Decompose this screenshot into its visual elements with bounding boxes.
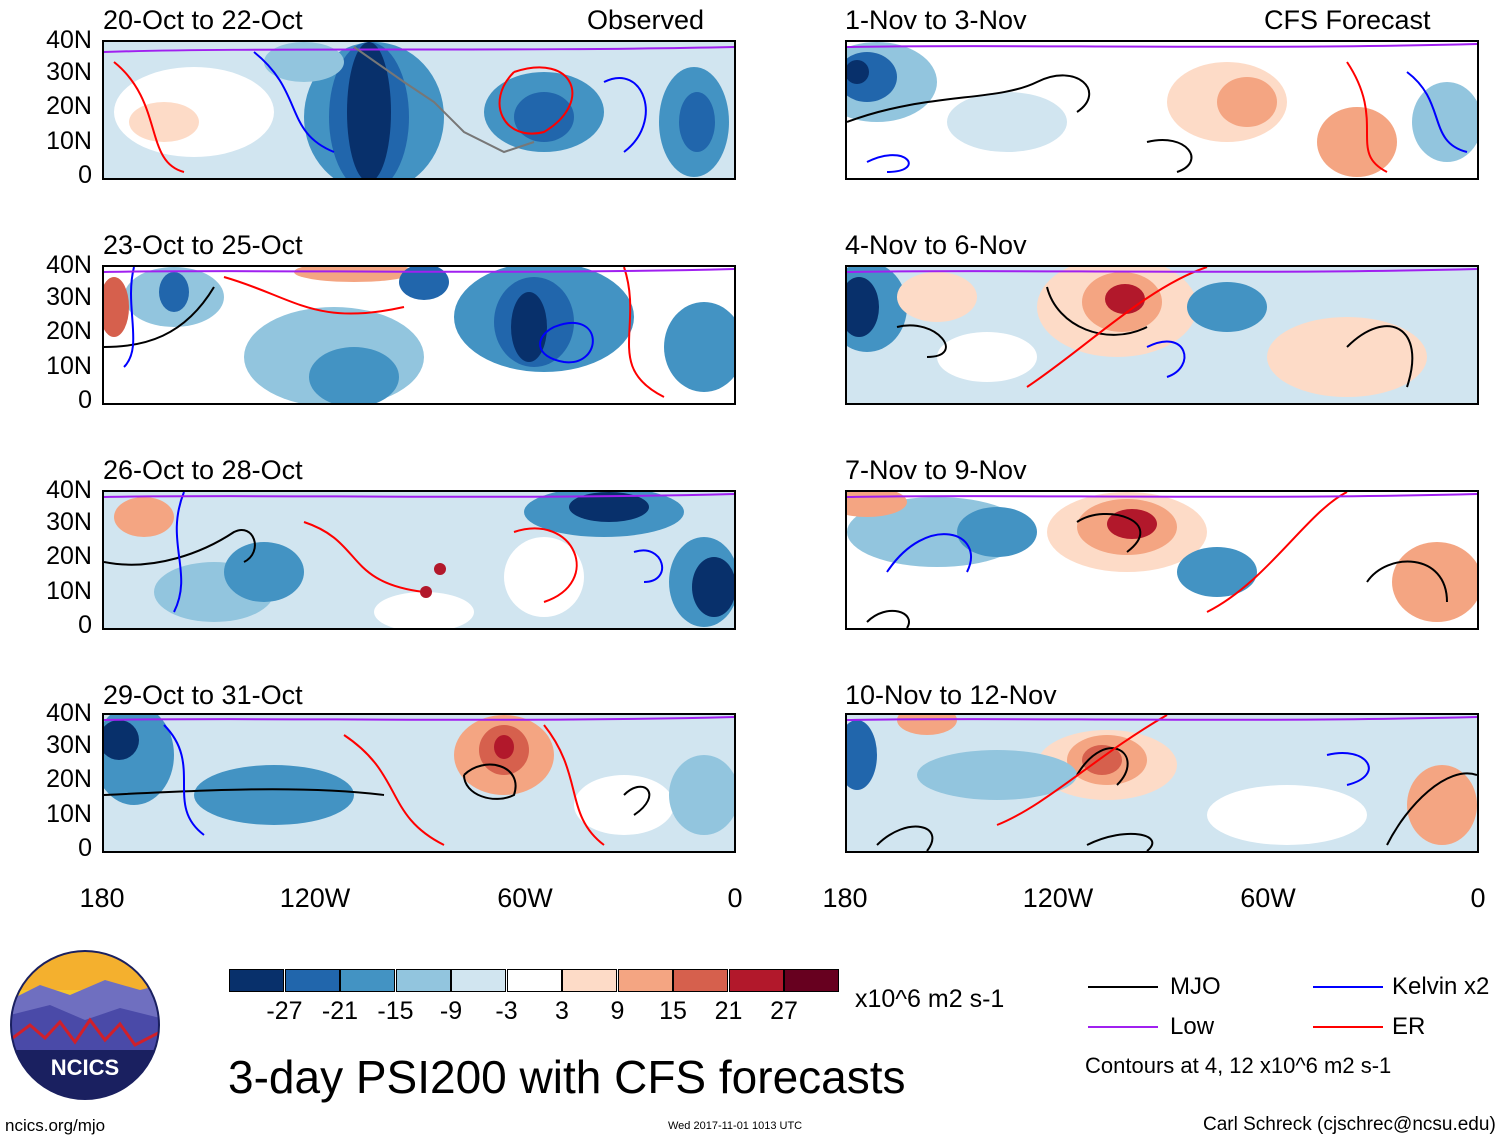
colorbar-tick-label: 15 [659,997,687,1025]
colorbar-swatch [562,969,617,992]
colorbar-swatch [506,969,562,992]
lat-label: 10N [46,352,92,380]
legend-line-er [1313,1026,1383,1028]
colorbar-swatch [451,969,506,992]
legend-label-kelvin: Kelvin x2 [1392,973,1490,1000]
legend-label-low: Low [1170,1013,1215,1040]
lon-label-right-0: 0 [1470,883,1486,913]
map-panel-obs-2 [102,265,736,405]
panel-title-fcst-3: 7-Nov to 9-Nov [845,455,1027,485]
lat-label: 10N [46,127,92,155]
storm-marker [420,586,432,598]
map-panel-fcst-2 [845,265,1479,405]
observed-header: Observed [587,5,705,35]
colorbar-units: x10^6 m2 s-1 [855,985,1005,1013]
map-panel-fcst-4 [845,713,1479,853]
colorbar-tick-label: -27 [266,997,303,1025]
figure-title: 3-day PSI200 with CFS forecasts [228,1051,906,1103]
lon-label-left-120w: 120W [279,883,351,913]
lat-label: 20N [46,542,92,570]
colorbar-swatch [229,969,284,992]
lon-label-right-180: 180 [822,883,868,913]
storm-marker [434,563,446,575]
lat-label: 20N [46,92,92,120]
footer-url[interactable]: ncics.org/mjo [5,1116,106,1135]
colorbar-tick-label: 27 [770,997,798,1025]
lat-label: 20N [46,317,92,345]
forecast-header: CFS Forecast [1264,5,1431,35]
panel-title-fcst-1: 1-Nov to 3-Nov [845,5,1027,35]
legend-line-mjo [1088,986,1158,988]
lat-label: 0 [78,386,92,414]
contours-note: Contours at 4, 12 x10^6 m2 s-1 [1085,1053,1392,1078]
lon-label-left-0: 0 [727,883,743,913]
lat-label: 30N [46,283,92,311]
panel-title-obs-1: 20-Oct to 22-Oct [103,5,303,35]
lat-label: 0 [78,834,92,862]
lat-label: 40N [46,26,92,54]
footer-timestamp: Wed 2017-11-01 1013 UTC [668,1120,803,1132]
lon-label-right-120w: 120W [1022,883,1094,913]
panel-title-fcst-4: 10-Nov to 12-Nov [845,680,1057,710]
lat-label: 30N [46,731,92,759]
lat-label: 40N [46,699,92,727]
colorbar-swatch [340,969,395,992]
lat-label: 20N [46,765,92,793]
lat-label: 0 [78,611,92,639]
lat-label: 40N [46,476,92,504]
lon-label-left-180: 180 [79,883,125,913]
lat-label: 40N [46,251,92,279]
legend-line-low [1088,1026,1158,1028]
colorbar-swatch [395,969,451,992]
lon-label-right-60w: 60W [1240,883,1296,913]
panel-title-obs-4: 29-Oct to 31-Oct [103,680,303,710]
logo-text: NCICS [51,1055,119,1080]
lat-label: 10N [46,577,92,605]
panel-title-fcst-2: 4-Nov to 6-Nov [845,230,1027,260]
colorbar-swatch [284,969,340,992]
map-panel-fcst-1 [845,40,1479,180]
lat-label: 0 [78,161,92,189]
legend-label-mjo: MJO [1170,973,1221,1000]
colorbar-swatch [673,969,728,992]
colorbar-swatch [617,969,673,992]
colorbar-tick-label: -21 [321,997,359,1025]
colorbar-tick-label: -15 [377,997,414,1025]
colorbar-tick-label: 9 [610,997,625,1025]
lat-label: 10N [46,800,92,828]
map-panel-obs-1 [102,40,736,180]
colorbar-tick-label: 3 [555,997,569,1025]
legend-label-er: ER [1392,1013,1426,1040]
map-panel-obs-3 [102,490,736,630]
ncics-logo: NCICS [10,950,160,1100]
lat-label: 30N [46,58,92,86]
colorbar-tick-label: -3 [495,997,518,1025]
colorbar-tick-label: 21 [714,997,743,1025]
colorbar-tick-label: -9 [439,997,463,1025]
legend-line-kelvin [1313,986,1383,988]
map-panel-fcst-3 [845,490,1479,630]
footer-credit: Carl Schreck (cjschrec@ncsu.edu) [1203,1114,1496,1135]
colorbar-swatch [784,969,839,992]
map-panel-obs-4 [102,713,736,853]
panel-title-obs-3: 26-Oct to 28-Oct [103,455,303,485]
panel-title-obs-2: 23-Oct to 25-Oct [103,230,303,260]
colorbar-swatch [728,969,784,992]
lon-label-left-60w: 60W [497,883,553,913]
lat-label: 30N [46,508,92,536]
